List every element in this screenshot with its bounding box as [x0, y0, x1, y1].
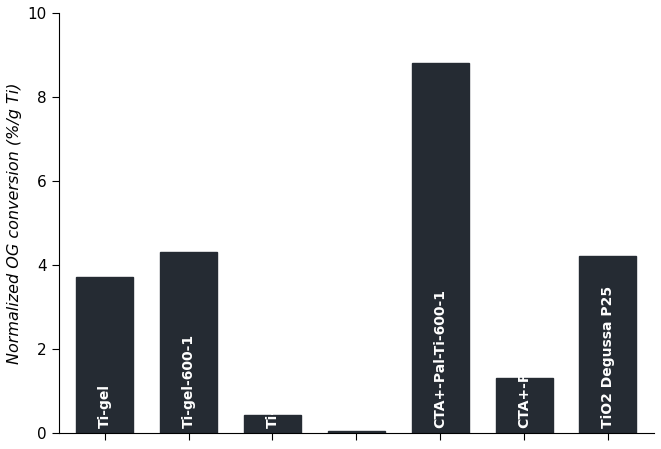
Text: Ti-gel: Ti-gel: [98, 384, 112, 428]
Bar: [328, 431, 385, 433]
Text: Ti-gel-900-1: Ti-gel-900-1: [266, 334, 280, 428]
Bar: [160, 251, 217, 433]
Bar: [496, 378, 553, 433]
Text: Ti-gel-600-1: Ti-gel-600-1: [182, 334, 196, 428]
Bar: [580, 256, 637, 433]
Bar: [412, 62, 469, 433]
Text: CTA+-Pal-Ti-900-1: CTA+-Pal-Ti-900-1: [517, 289, 531, 428]
Text: CTA+-Pal-Ti-600-1: CTA+-Pal-Ti-600-1: [433, 289, 447, 428]
Text: CTA+-Pal-Ti: CTA+-Pal-Ti: [349, 339, 364, 428]
Y-axis label: Normalized OG conversion (%/g Ti): Normalized OG conversion (%/g Ti): [7, 82, 22, 364]
Text: TiO2 Degussa P25: TiO2 Degussa P25: [601, 286, 615, 428]
Bar: [244, 415, 301, 433]
Bar: [76, 277, 134, 433]
